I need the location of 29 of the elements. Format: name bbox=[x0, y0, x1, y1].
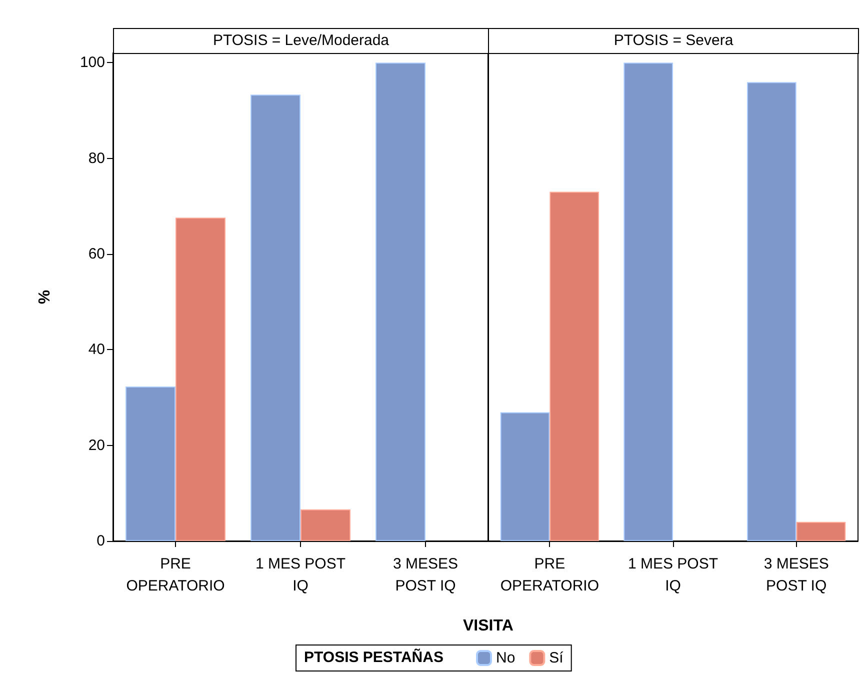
bar bbox=[126, 386, 176, 541]
legend-label: No bbox=[496, 650, 516, 666]
x-tick-label: 3 MESES POST IQ bbox=[392, 556, 458, 594]
bar bbox=[747, 82, 796, 541]
bar bbox=[376, 62, 426, 541]
y-tick-label: 40 bbox=[88, 341, 105, 358]
x-tick-label: 1 MES POST IQ bbox=[628, 556, 718, 594]
x-tick-label: 3 MESES POST IQ bbox=[764, 556, 829, 594]
x-tick-label: PRE OPERATORIO bbox=[500, 556, 599, 594]
y-tick-label: 20 bbox=[88, 436, 105, 454]
bar bbox=[300, 509, 350, 541]
bar bbox=[250, 94, 300, 541]
bar bbox=[624, 62, 673, 541]
x-tick-label: PRE OPERATORIO bbox=[126, 556, 225, 594]
y-tick-label: 60 bbox=[88, 245, 105, 262]
legend-title: PTOSIS PESTAÑAS bbox=[304, 648, 444, 666]
y-axis-title: % bbox=[36, 290, 54, 304]
legend-label: Sí bbox=[549, 650, 564, 666]
y-tick-label: 100 bbox=[80, 54, 105, 72]
chart-title: PTOSIS = Severa bbox=[488, 28, 859, 54]
chart-title: PTOSIS = Leve/Moderada bbox=[113, 28, 489, 54]
x-tick-label: 1 MES POST IQ bbox=[255, 556, 346, 594]
x-axis-title: VISITA bbox=[463, 618, 514, 634]
y-tick-label: 0 bbox=[96, 532, 105, 550]
bar bbox=[550, 192, 599, 541]
y-tick-label: 80 bbox=[88, 150, 105, 167]
bar bbox=[176, 218, 226, 541]
bar bbox=[796, 522, 846, 541]
bar bbox=[500, 412, 550, 541]
